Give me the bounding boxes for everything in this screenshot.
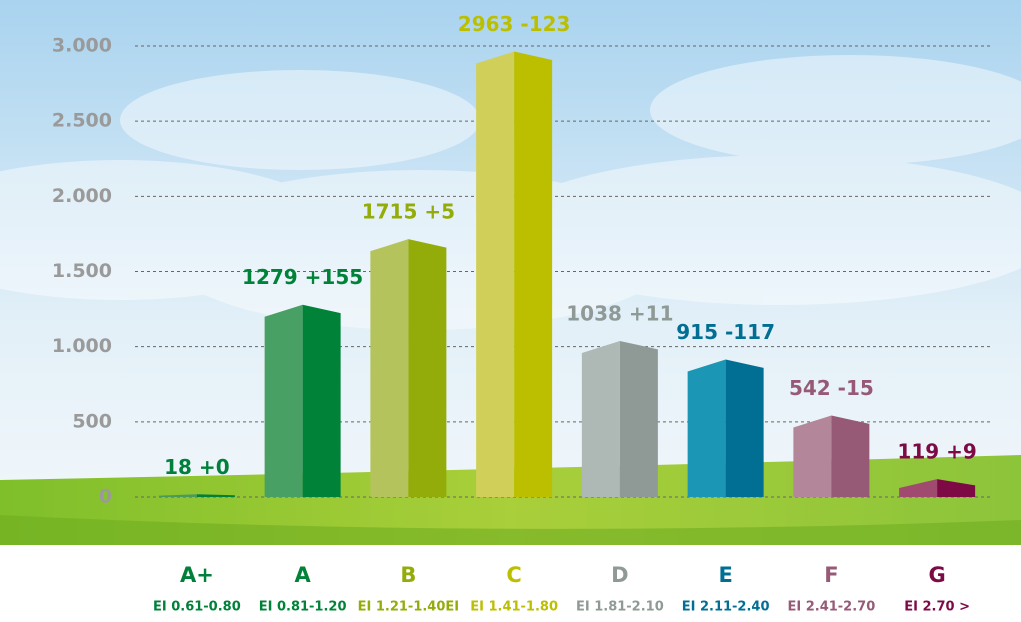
x-tick-label: A xyxy=(294,563,311,587)
bar-right-face xyxy=(831,416,869,497)
bar-right-face xyxy=(726,359,764,497)
x-sub-label: EI 1.21-1.40EI xyxy=(358,600,460,615)
value-label: 542 -15 xyxy=(789,376,874,400)
bar-left-face xyxy=(688,359,726,497)
y-tick-label: 0 xyxy=(99,486,112,508)
value-label: 1715 +5 xyxy=(362,200,455,224)
x-sub-label: EI 0.61-0.80 xyxy=(153,600,241,615)
bar-right-face xyxy=(408,239,446,497)
x-sub-label: EI 1.41-1.80 xyxy=(470,600,558,615)
x-sub-label: EI 2.70 > xyxy=(904,600,970,615)
bar-left-face xyxy=(793,416,831,497)
value-label: 18 +0 xyxy=(164,455,229,479)
y-tick-label: 2.500 xyxy=(52,110,112,132)
bar-left-face xyxy=(476,52,514,497)
x-sub-label: EI 2.41-2.70 xyxy=(787,600,875,615)
bar-left-face xyxy=(265,305,303,497)
x-tick-label: G xyxy=(929,563,946,587)
x-tick-label: C xyxy=(506,563,521,587)
x-tick-label: E xyxy=(718,563,732,587)
x-tick-label: D xyxy=(611,563,628,587)
y-tick-label: 2.000 xyxy=(52,185,112,207)
bar-right-face xyxy=(303,305,341,497)
x-sub-label: EI 0.81-1.20 xyxy=(259,600,347,615)
x-tick-label: A+ xyxy=(180,563,214,587)
value-label: 119 +9 xyxy=(897,440,976,464)
value-label: 1038 +11 xyxy=(566,301,673,325)
bar-right-face xyxy=(514,52,552,497)
y-tick-label: 500 xyxy=(72,410,112,432)
value-label: 915 -117 xyxy=(676,320,775,344)
chart: 0 500 1.000 1.500 2.000 2.500 3.000 A+ EI 0.61-0… xyxy=(0,0,1021,618)
y-tick-label: 1.500 xyxy=(52,260,112,282)
value-label: 1279 +155 xyxy=(242,265,363,289)
bar-left-face xyxy=(370,239,408,497)
x-sub-label: EI 2.11-2.40 xyxy=(682,600,770,615)
y-tick-label: 3.000 xyxy=(52,35,112,57)
y-tick-label: 1.000 xyxy=(52,335,112,357)
x-tick-label: B xyxy=(400,563,416,587)
bar-right-face xyxy=(620,341,658,497)
x-tick-label: F xyxy=(824,563,838,587)
value-label: 2963 -123 xyxy=(458,12,571,36)
bar-left-face xyxy=(582,341,620,497)
page: {"chart_data": {"type": "bar3d", "catego… xyxy=(0,0,1021,622)
x-sub-label: EI 1.81-2.10 xyxy=(576,600,664,615)
